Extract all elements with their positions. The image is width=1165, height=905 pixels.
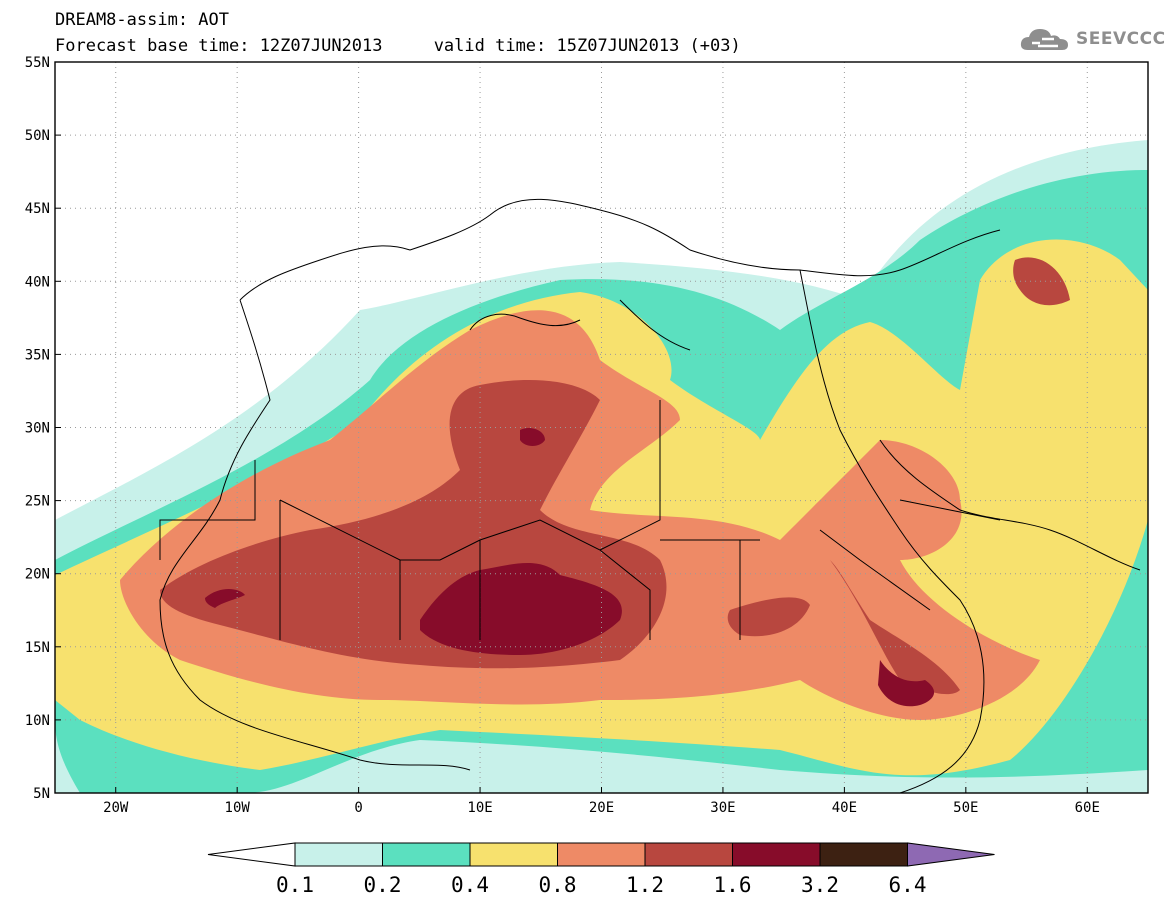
chart-title: DREAM8-assim: AOT: [55, 10, 229, 30]
colorbar-swatch: [469, 842, 558, 867]
colorbar-label: 1.2: [626, 873, 664, 897]
colorbar-label: 0.2: [364, 873, 402, 897]
colorbar-swatch: [732, 842, 821, 867]
colorbar-label: 1.6: [714, 873, 752, 897]
lon-label: 40E: [832, 800, 857, 816]
lat-label: 50N: [25, 128, 50, 144]
lat-label: 30N: [25, 421, 50, 437]
lon-label: 30E: [710, 800, 735, 816]
seevccc-logo: SEEVCCC: [1018, 22, 1165, 56]
lon-label: 20E: [589, 800, 614, 816]
lat-label: 20N: [25, 567, 50, 583]
colorbar-label: 6.4: [889, 873, 927, 897]
coastlines-and-borders: [159, 198, 1141, 794]
lat-label: 55N: [25, 55, 50, 71]
lat-label: 25N: [25, 494, 50, 510]
lat-label: 10N: [25, 713, 50, 729]
colorbar-label: 0.1: [276, 873, 314, 897]
lon-label: 60E: [1075, 800, 1100, 816]
colorbar: 0.1 0.2 0.4 0.8 1.2 1.6 3.2 6.4: [207, 842, 995, 897]
logo-text: SEEVCCC: [1076, 29, 1165, 49]
lat-label: 5N: [33, 786, 50, 802]
lat-label: 45N: [25, 201, 50, 217]
latitude-labels: 55N 50N 45N 40N 35N 30N 25N 20N 15N 10N 5N: [25, 55, 61, 802]
colorbar-label: 0.4: [451, 873, 489, 897]
colorbar-label: 3.2: [801, 873, 839, 897]
colorbar-under-arrow: [207, 842, 296, 867]
lat-label: 15N: [25, 640, 50, 656]
lon-label: 0: [354, 800, 362, 816]
lon-label: 10W: [225, 800, 251, 816]
colorbar-swatch: [294, 842, 383, 867]
lat-label: 40N: [25, 274, 50, 290]
colorbar-swatch: [557, 842, 646, 867]
lon-label: 20W: [103, 800, 129, 816]
colorbar-swatch: [644, 842, 733, 867]
lon-label: 50E: [953, 800, 978, 816]
colorbar-swatch: [382, 842, 471, 867]
lat-label: 35N: [25, 347, 50, 363]
colorbar-over-arrow: [907, 842, 995, 867]
aot-level-1.2-east: [727, 257, 1070, 637]
aot-level-0.4-gulf: [989, 530, 1080, 611]
forecast-time-label: Forecast base time: 12Z07JUN2013 valid t…: [55, 36, 741, 56]
aot-field-layers: [55, 140, 1148, 793]
longitude-labels: 20W 10W 0 10E 20E 30E 40E 50E 60E: [103, 787, 1100, 816]
colorbar-label: 0.8: [539, 873, 577, 897]
aot-level-1.2: [160, 380, 960, 695]
lon-label: 10E: [467, 800, 492, 816]
colorbar-swatch: [819, 842, 908, 867]
cloud-icon: [1020, 29, 1068, 50]
graticule: [55, 62, 1148, 793]
